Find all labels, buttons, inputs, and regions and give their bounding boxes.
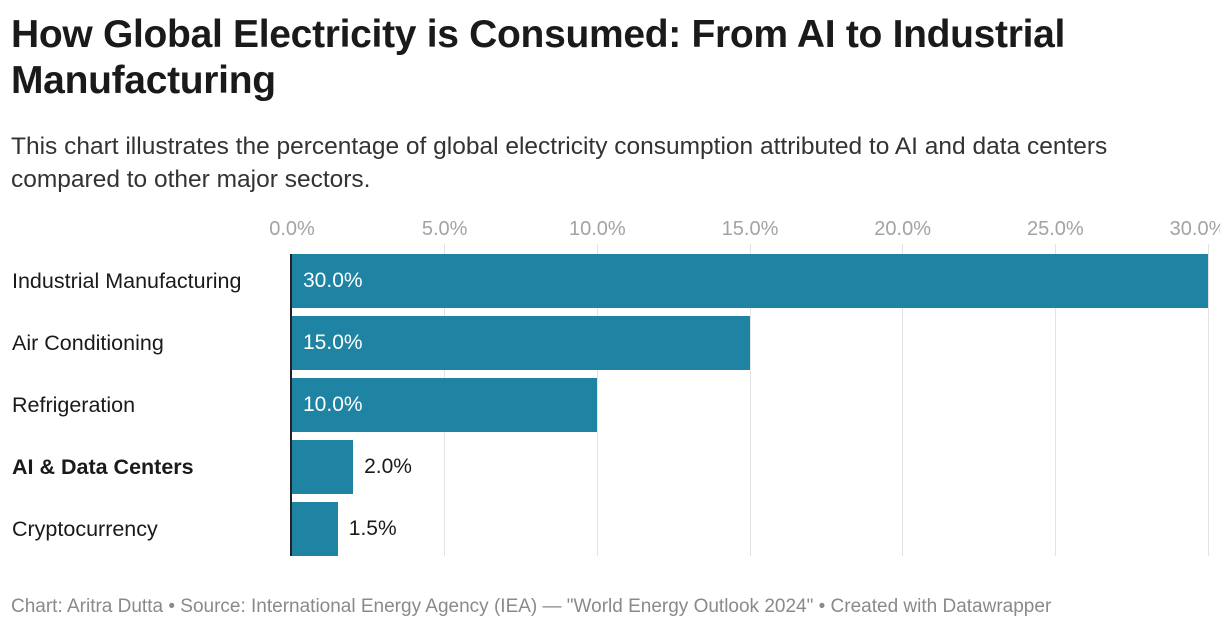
bar [292,378,598,432]
gridline [1207,244,1209,556]
category-label: Industrial Manufacturing [12,269,242,293]
gridline [596,244,598,556]
x-tick-label: 15.0% [721,218,779,240]
bar [292,316,750,370]
gridline [1054,244,1056,556]
gridline [902,244,904,556]
category-label: AI & Data Centers [12,455,194,479]
bar [292,502,338,556]
value-label: 30.0% [303,269,363,292]
category-label: Refrigeration [12,393,136,417]
value-label: 2.0% [364,455,412,478]
bar [292,254,1208,308]
x-tick-label: 20.0% [874,218,932,240]
y-axis-line [290,254,292,556]
x-tick-label: 0.0% [269,218,315,240]
chart-subtitle: This chart illustrates the percentage of… [11,133,1108,193]
x-tick-label: 10.0% [568,218,626,240]
x-tick-label: 25.0% [1026,218,1084,240]
x-tick-label: 5.0% [421,218,468,240]
x-tick-label: 30.0% [1169,218,1220,240]
chart-footer: Chart: Aritra Dutta • Source: Internatio… [11,596,1052,617]
category-label: Air Conditioning [12,331,164,355]
value-label: 15.0% [303,331,363,354]
category-label: Cryptocurrency [12,517,158,541]
chart-title: How Global Electricity is Consumed: From… [11,13,1066,102]
bar [292,440,354,494]
gridline [749,244,751,556]
value-label: 10.0% [303,393,363,416]
value-label: 1.5% [348,517,397,540]
